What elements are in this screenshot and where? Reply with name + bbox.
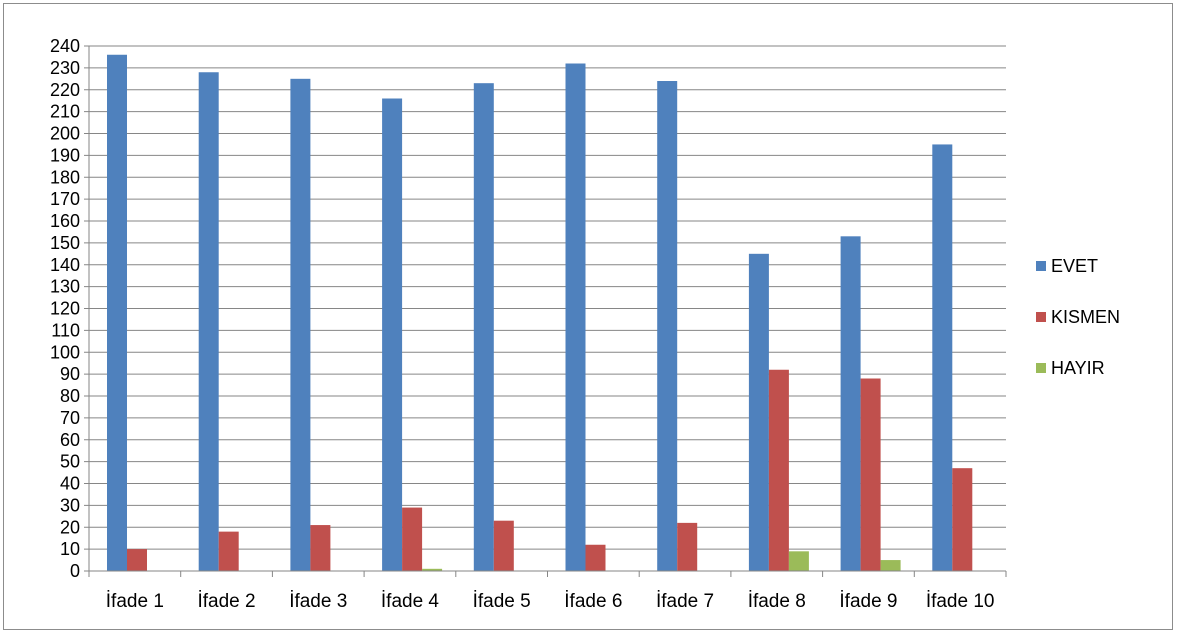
legend-label-kismen: KISMEN: [1051, 307, 1120, 327]
y-tick-label: 20: [60, 517, 80, 537]
bar-kismen-8: [768, 369, 789, 571]
bar-evet-10: [932, 144, 953, 571]
y-tick-label: 190: [50, 145, 80, 165]
y-tick-label: 30: [60, 495, 80, 515]
y-tick-label: 230: [50, 58, 80, 78]
y-tick-label: 200: [50, 124, 80, 144]
y-tick-label: 50: [60, 452, 80, 472]
y-tick-label: 140: [50, 255, 80, 275]
y-tick-label: 240: [50, 36, 80, 56]
x-tick-label: İfade 6: [564, 591, 622, 612]
legend: EVET KISMEN HAYIR: [1036, 256, 1120, 378]
y-tick-labels: 0102030405060708090100110120130140150160…: [50, 36, 80, 581]
bar-kismen-3: [310, 525, 331, 571]
y-tick-label: 220: [50, 80, 80, 100]
bar-hayir-8: [788, 551, 809, 571]
bar-hayir-9: [880, 560, 901, 571]
x-tick-label: İfade 9: [839, 591, 897, 612]
legend-label-evet: EVET: [1051, 256, 1098, 276]
chart-frame: 0 10 20 30 40 50 60 70 80 90 100 110 120 130 140 150 160…: [3, 3, 1173, 630]
bar-evet-4: [382, 98, 403, 571]
legend-swatch-kismen: [1036, 312, 1046, 322]
x-tick-label: İfade 8: [748, 591, 806, 612]
bar-evet-1: [107, 54, 127, 571]
y-tick-label: 0: [70, 561, 80, 581]
x-tick-label: İfade 1: [106, 591, 164, 612]
legend-swatch-evet: [1036, 261, 1046, 271]
x-tick-label: İfade 3: [289, 591, 347, 612]
y-tick-label: 10: [60, 539, 80, 559]
bar-evet-6: [565, 63, 586, 571]
bar-kismen-7: [677, 522, 698, 571]
bars: [107, 54, 973, 571]
y-tick-label: 60: [60, 430, 80, 450]
y-tick-label: 40: [60, 474, 80, 494]
x-tick-label: İfade 7: [656, 591, 714, 612]
bar-chart: 0102030405060708090100110120130140150160…: [50, 36, 1120, 612]
x-tick-labels: İfade 1 İfade 2 İfade 3 İfade 4 İfade 5 İfade…: [106, 591, 995, 612]
x-tick-label: İfade 10: [926, 591, 995, 612]
bar-kismen-1: [127, 549, 147, 571]
y-tick-label: 150: [50, 233, 80, 253]
bar-evet-9: [840, 236, 861, 571]
bar-kismen-5: [493, 520, 514, 571]
axes: [84, 45, 1007, 577]
bar-kismen-2: [218, 531, 239, 571]
y-tick-label: 80: [60, 386, 80, 406]
y-tick-label: 90: [60, 364, 80, 384]
x-tick-label: İfade 5: [473, 591, 531, 612]
y-tick-label: 130: [50, 277, 80, 297]
bar-evet-8: [748, 253, 769, 571]
bar-kismen-10: [952, 468, 973, 571]
bar-hayir-4: [422, 568, 443, 571]
x-tick-label: İfade 2: [197, 591, 255, 612]
bar-evet-2: [198, 72, 219, 571]
bar-kismen-9: [860, 378, 881, 571]
y-tick-label: 180: [50, 167, 80, 187]
bar-kismen-4: [402, 507, 423, 571]
legend-swatch-hayir: [1036, 363, 1046, 373]
y-tick-label: 100: [50, 342, 80, 362]
bar-evet-5: [473, 83, 494, 571]
y-tick-label: 160: [50, 211, 80, 231]
y-tick-label: 120: [50, 299, 80, 319]
bar-kismen-6: [585, 544, 606, 571]
bar-evet-7: [657, 81, 678, 571]
y-tick-label: 70: [60, 408, 80, 428]
legend-label-hayir: HAYIR: [1051, 358, 1105, 378]
y-tick-label: 110: [51, 320, 80, 340]
bar-evet-3: [290, 78, 311, 571]
y-tick-label: 210: [50, 102, 80, 122]
x-tick-label: İfade 4: [381, 591, 440, 612]
y-tick-label: 170: [50, 189, 80, 209]
